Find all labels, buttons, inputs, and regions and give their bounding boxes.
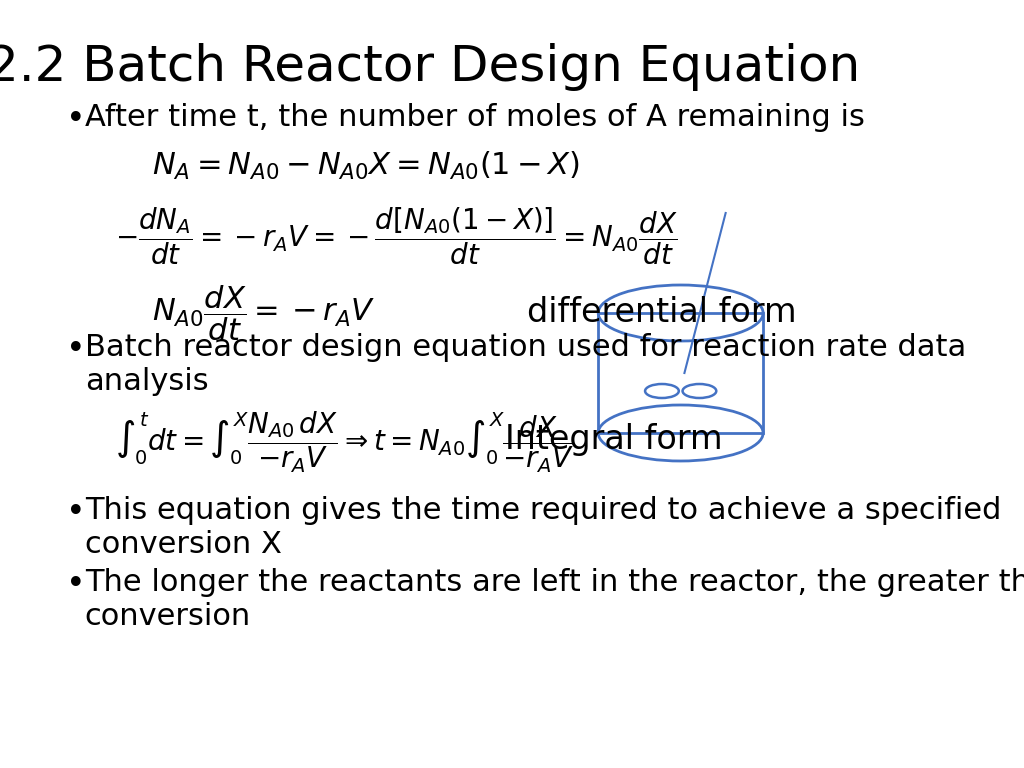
Text: differential form: differential form [527,296,797,329]
Text: The longer the reactants are left in the reactor, the greater the
conversion: The longer the reactants are left in the… [85,568,1024,631]
Text: •: • [67,103,86,136]
Text: $-\dfrac{dN_A}{dt} = -r_A V = -\dfrac{d\left[N_{A0}(1-X)\right]}{dt} = N_{A0}\df: $-\dfrac{dN_A}{dt} = -r_A V = -\dfrac{d\… [115,206,678,267]
Text: $N_{A0}\dfrac{dX}{dt} = -r_A V$: $N_{A0}\dfrac{dX}{dt} = -r_A V$ [153,283,376,343]
Text: •: • [67,333,86,366]
Text: This equation gives the time required to achieve a specified
conversion X: This equation gives the time required to… [85,496,1001,558]
Text: Integral form: Integral form [505,423,722,456]
Text: •: • [67,496,86,529]
Text: Batch reactor design equation used for reaction rate data
analysis: Batch reactor design equation used for r… [85,333,966,396]
Text: $\int_0^t dt = \int_0^X \dfrac{N_{A0}\,dX}{-r_A V} \Rightarrow t = N_{A0}\int_0^: $\int_0^t dt = \int_0^X \dfrac{N_{A0}\,d… [115,410,573,475]
Text: $N_A = N_{A0} - N_{A0}X = N_{A0}(1-X)$: $N_A = N_{A0} - N_{A0}X = N_{A0}(1-X)$ [153,150,581,182]
Text: After time t, the number of moles of A remaining is: After time t, the number of moles of A r… [85,103,864,132]
Text: •: • [67,568,86,601]
Text: 2.2 Batch Reactor Design Equation: 2.2 Batch Reactor Design Equation [0,43,860,91]
